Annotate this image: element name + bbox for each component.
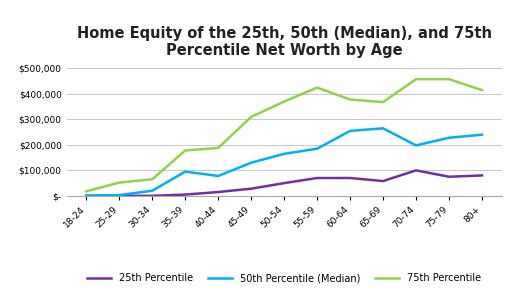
75th Percentile bbox=[149, 177, 155, 181]
50th Percentile (Median) bbox=[281, 152, 287, 156]
25th Percentile bbox=[215, 190, 221, 194]
50th Percentile (Median) bbox=[347, 129, 353, 132]
75th Percentile bbox=[479, 88, 485, 92]
25th Percentile bbox=[182, 193, 188, 196]
75th Percentile bbox=[248, 115, 254, 119]
50th Percentile (Median) bbox=[182, 170, 188, 173]
75th Percentile bbox=[116, 181, 122, 184]
25th Percentile bbox=[380, 179, 386, 183]
75th Percentile bbox=[215, 146, 221, 150]
50th Percentile (Median) bbox=[446, 136, 452, 139]
25th Percentile bbox=[116, 194, 122, 198]
Line: 50th Percentile (Median): 50th Percentile (Median) bbox=[87, 128, 482, 196]
75th Percentile bbox=[182, 149, 188, 152]
50th Percentile (Median) bbox=[479, 133, 485, 137]
75th Percentile bbox=[446, 77, 452, 81]
Line: 75th Percentile: 75th Percentile bbox=[87, 79, 482, 191]
25th Percentile bbox=[149, 194, 155, 198]
50th Percentile (Median) bbox=[215, 174, 221, 178]
75th Percentile bbox=[380, 100, 386, 104]
75th Percentile bbox=[83, 190, 90, 193]
Legend: 25th Percentile, 50th Percentile (Median), 75th Percentile: 25th Percentile, 50th Percentile (Median… bbox=[83, 270, 485, 287]
25th Percentile bbox=[413, 169, 419, 172]
25th Percentile bbox=[479, 174, 485, 177]
50th Percentile (Median) bbox=[413, 144, 419, 147]
75th Percentile bbox=[281, 100, 287, 103]
25th Percentile bbox=[248, 187, 254, 190]
Title: Home Equity of the 25th, 50th (Median), and 75th
Percentile Net Worth by Age: Home Equity of the 25th, 50th (Median), … bbox=[77, 26, 492, 58]
25th Percentile bbox=[347, 176, 353, 180]
50th Percentile (Median) bbox=[83, 194, 90, 197]
25th Percentile bbox=[446, 175, 452, 179]
25th Percentile bbox=[83, 194, 90, 198]
50th Percentile (Median) bbox=[314, 147, 320, 150]
25th Percentile bbox=[314, 176, 320, 180]
75th Percentile bbox=[413, 77, 419, 81]
50th Percentile (Median) bbox=[149, 189, 155, 192]
75th Percentile bbox=[314, 86, 320, 89]
Line: 25th Percentile: 25th Percentile bbox=[87, 170, 482, 196]
50th Percentile (Median) bbox=[248, 161, 254, 164]
75th Percentile bbox=[347, 98, 353, 101]
25th Percentile bbox=[281, 181, 287, 185]
50th Percentile (Median) bbox=[380, 127, 386, 130]
50th Percentile (Median) bbox=[116, 193, 122, 197]
